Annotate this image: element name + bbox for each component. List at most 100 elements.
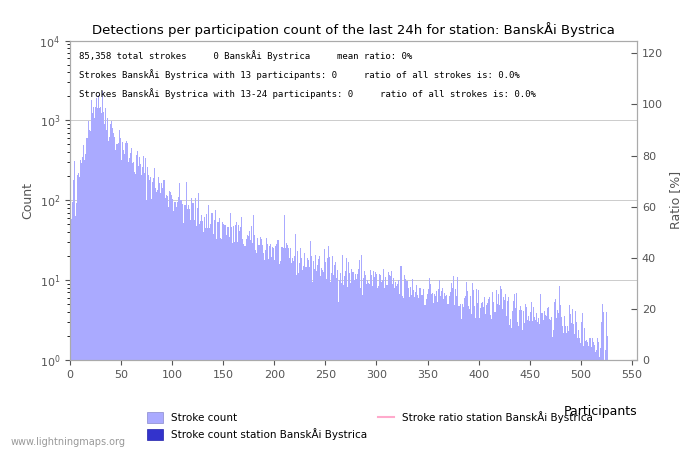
Bar	[484, 297, 485, 450]
Bar	[228, 227, 229, 450]
Bar	[392, 284, 393, 450]
Bar	[203, 232, 204, 450]
Bar	[503, 297, 504, 450]
Bar	[550, 320, 551, 450]
Bar	[405, 281, 407, 450]
Bar	[139, 157, 140, 450]
Bar	[604, 360, 605, 450]
Bar	[354, 274, 356, 450]
Bar	[368, 283, 369, 450]
Bar	[385, 277, 386, 450]
Bar	[603, 312, 604, 450]
Bar	[542, 320, 543, 450]
Bar	[551, 317, 552, 450]
Bar	[475, 318, 476, 450]
Bar	[515, 308, 516, 450]
Bar	[502, 309, 503, 450]
Bar	[600, 348, 601, 450]
Bar	[358, 260, 360, 450]
Bar	[245, 246, 246, 450]
Bar	[315, 255, 316, 450]
Bar	[531, 302, 532, 450]
Bar	[176, 207, 177, 450]
Bar	[138, 166, 139, 450]
Bar	[100, 107, 102, 450]
Bar	[183, 223, 184, 450]
Bar	[362, 295, 363, 450]
Bar	[468, 306, 469, 450]
Bar	[189, 208, 190, 450]
Bar	[258, 245, 260, 450]
Bar	[282, 247, 283, 450]
Bar	[307, 261, 309, 450]
Bar	[606, 312, 607, 450]
Bar	[461, 320, 462, 450]
Bar	[236, 222, 237, 450]
Bar	[365, 274, 366, 450]
Bar	[135, 174, 136, 450]
Bar	[83, 145, 84, 450]
Bar	[342, 255, 343, 450]
Bar	[460, 304, 461, 450]
Bar	[364, 271, 365, 450]
Bar	[192, 203, 193, 450]
Bar	[279, 265, 280, 450]
Bar	[226, 235, 227, 450]
Bar	[273, 248, 274, 450]
Bar	[452, 288, 453, 450]
Bar	[500, 289, 502, 450]
Bar	[528, 316, 529, 450]
Bar	[585, 341, 587, 450]
Bar	[94, 118, 95, 450]
Bar	[573, 324, 574, 450]
Bar	[291, 263, 292, 450]
Bar	[334, 265, 335, 450]
Bar	[206, 214, 207, 450]
Bar	[320, 276, 321, 450]
Bar	[211, 213, 213, 450]
Bar	[420, 288, 421, 450]
Bar	[136, 156, 137, 450]
Bar	[131, 148, 132, 450]
Bar	[609, 360, 610, 450]
Bar	[316, 265, 318, 450]
Bar	[356, 274, 358, 450]
Bar	[222, 221, 223, 450]
Bar	[337, 270, 338, 450]
Bar	[242, 238, 243, 450]
Bar	[326, 279, 327, 450]
Text: 85,358 total strokes     0 BanskÅi Bystrica     mean ratio: 0%: 85,358 total strokes 0 BanskÅi Bystrica …	[78, 50, 412, 61]
Bar	[438, 289, 440, 450]
Bar	[233, 226, 234, 450]
Bar	[134, 172, 135, 450]
Bar	[111, 121, 113, 450]
Bar	[555, 299, 556, 450]
Bar	[84, 161, 85, 450]
Bar	[396, 286, 398, 450]
Bar	[426, 299, 427, 450]
Bar	[367, 280, 368, 450]
Bar	[283, 248, 284, 450]
Bar	[614, 360, 615, 450]
Bar	[294, 256, 295, 450]
Bar	[109, 137, 111, 450]
Bar	[152, 182, 153, 450]
Bar	[186, 182, 187, 450]
Bar	[427, 294, 428, 450]
Bar	[303, 266, 304, 450]
Bar	[412, 279, 413, 450]
Bar	[589, 338, 591, 450]
Bar	[433, 303, 434, 450]
Bar	[173, 211, 174, 450]
Bar	[525, 304, 526, 450]
Legend: Stroke count, Stroke count station BanskÅi Bystrica, Stroke ratio station BanskÅ: Stroke count, Stroke count station Bansk…	[144, 407, 597, 444]
Bar	[387, 285, 388, 450]
Bar	[104, 124, 105, 450]
Bar	[174, 202, 175, 450]
Bar	[574, 333, 575, 450]
Bar	[553, 329, 554, 450]
Bar	[235, 225, 236, 450]
Bar	[424, 305, 425, 450]
Bar	[469, 309, 470, 450]
Bar	[313, 261, 314, 450]
